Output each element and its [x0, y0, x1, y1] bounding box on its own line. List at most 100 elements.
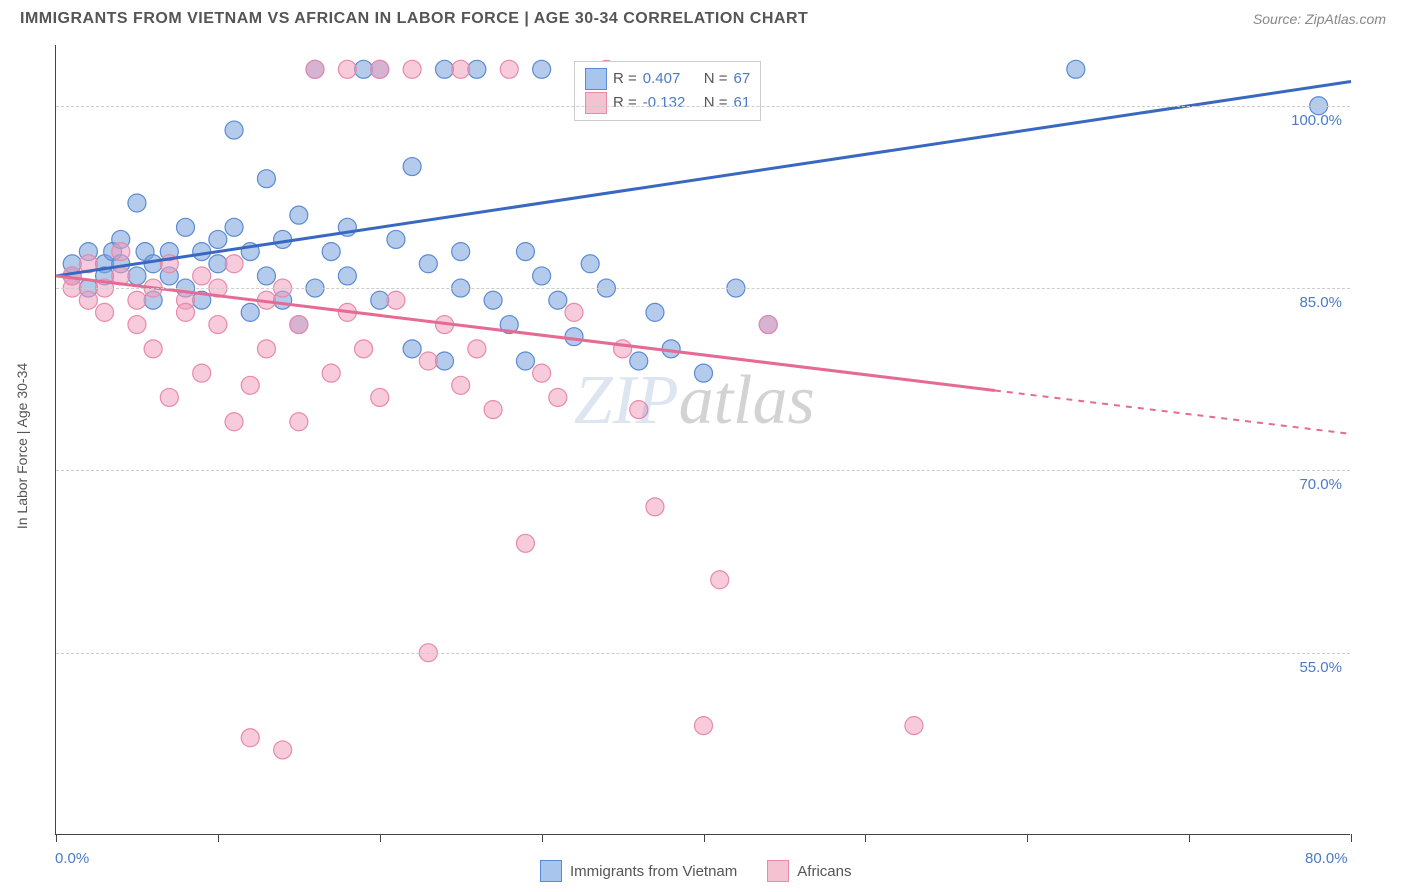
data-point-vietnam — [436, 60, 454, 78]
data-point-africans — [452, 376, 470, 394]
data-point-africans — [452, 60, 470, 78]
tick-v — [542, 834, 543, 842]
data-point-vietnam — [452, 243, 470, 261]
chart-source: Source: ZipAtlas.com — [1253, 11, 1386, 27]
data-point-africans — [711, 571, 729, 589]
data-point-africans — [695, 717, 713, 735]
data-point-africans — [290, 413, 308, 431]
data-point-vietnam — [565, 328, 583, 346]
trend-line-dashed-africans — [995, 390, 1351, 433]
data-point-vietnam — [630, 352, 648, 370]
data-point-vietnam — [338, 267, 356, 285]
legend-correlation: R =0.407N =67R =-0.132N =61 — [574, 61, 761, 121]
data-point-africans — [79, 291, 97, 309]
data-point-vietnam — [1067, 60, 1085, 78]
data-point-africans — [905, 717, 923, 735]
data-point-africans — [484, 401, 502, 419]
data-point-vietnam — [371, 291, 389, 309]
data-point-africans — [112, 243, 130, 261]
data-point-vietnam — [468, 60, 486, 78]
legend-swatch — [585, 68, 607, 90]
tick-v — [56, 834, 57, 842]
data-point-vietnam — [533, 60, 551, 78]
data-point-vietnam — [516, 243, 534, 261]
tick-v — [1027, 834, 1028, 842]
data-point-africans — [177, 303, 195, 321]
data-point-vietnam — [549, 291, 567, 309]
data-point-vietnam — [516, 352, 534, 370]
data-point-africans — [387, 291, 405, 309]
legend-series-item: Immigrants from Vietnam — [540, 860, 737, 882]
data-point-vietnam — [225, 218, 243, 236]
data-point-africans — [322, 364, 340, 382]
chart-header: IMMIGRANTS FROM VIETNAM VS AFRICAN IN LA… — [0, 0, 1406, 36]
tick-v — [865, 834, 866, 842]
data-point-africans — [630, 401, 648, 419]
tick-v — [704, 834, 705, 842]
gridline-h — [56, 653, 1350, 654]
data-point-africans — [290, 316, 308, 334]
data-point-vietnam — [695, 364, 713, 382]
data-point-vietnam — [128, 194, 146, 212]
data-point-vietnam — [209, 230, 227, 248]
y-tick-label: 70.0% — [1299, 476, 1342, 493]
y-tick-label: 55.0% — [1299, 659, 1342, 676]
legend-swatch — [767, 860, 789, 882]
data-point-africans — [274, 741, 292, 759]
data-point-vietnam — [257, 170, 275, 188]
data-point-vietnam — [484, 291, 502, 309]
data-point-vietnam — [387, 230, 405, 248]
data-point-africans — [193, 267, 211, 285]
data-point-africans — [193, 364, 211, 382]
data-point-vietnam — [290, 206, 308, 224]
data-point-africans — [419, 352, 437, 370]
x-tick-label-max: 80.0% — [1305, 850, 1348, 867]
data-point-vietnam — [646, 303, 664, 321]
gridline-h — [56, 106, 1350, 107]
data-point-africans — [257, 340, 275, 358]
gridline-h — [56, 470, 1350, 471]
data-point-africans — [646, 498, 664, 516]
data-point-africans — [128, 291, 146, 309]
chart-svg — [56, 45, 1350, 834]
chart-plot-area: ZIPatlas R =0.407N =67R =-0.132N =61 55.… — [55, 45, 1350, 835]
data-point-vietnam — [436, 352, 454, 370]
data-point-africans — [128, 316, 146, 334]
data-point-africans — [371, 60, 389, 78]
data-point-africans — [565, 303, 583, 321]
y-tick-label: 85.0% — [1299, 294, 1342, 311]
chart-title: IMMIGRANTS FROM VIETNAM VS AFRICAN IN LA… — [20, 10, 808, 28]
y-tick-label: 100.0% — [1291, 112, 1342, 129]
data-point-vietnam — [419, 255, 437, 273]
data-point-africans — [468, 340, 486, 358]
data-point-africans — [338, 60, 356, 78]
data-point-africans — [500, 60, 518, 78]
legend-correlation-row: R =0.407N =67 — [585, 68, 750, 90]
data-point-africans — [759, 316, 777, 334]
y-axis-label: In Labor Force | Age 30-34 — [14, 363, 30, 529]
tick-v — [1351, 834, 1352, 842]
data-point-africans — [241, 729, 259, 747]
data-point-africans — [241, 376, 259, 394]
data-point-vietnam — [403, 340, 421, 358]
data-point-vietnam — [322, 243, 340, 261]
data-point-africans — [160, 388, 178, 406]
data-point-africans — [371, 388, 389, 406]
data-point-africans — [355, 340, 373, 358]
legend-correlation-row: R =-0.132N =61 — [585, 92, 750, 114]
x-tick-label-min: 0.0% — [55, 850, 89, 867]
legend-swatch — [540, 860, 562, 882]
data-point-vietnam — [355, 60, 373, 78]
data-point-africans — [306, 60, 324, 78]
legend-series-item: Africans — [767, 860, 851, 882]
data-point-africans — [549, 388, 567, 406]
data-point-vietnam — [533, 267, 551, 285]
data-point-vietnam — [225, 121, 243, 139]
tick-v — [218, 834, 219, 842]
data-point-vietnam — [257, 267, 275, 285]
data-point-vietnam — [128, 267, 146, 285]
tick-v — [1189, 834, 1190, 842]
data-point-africans — [614, 340, 632, 358]
legend-swatch — [585, 92, 607, 114]
data-point-vietnam — [209, 255, 227, 273]
